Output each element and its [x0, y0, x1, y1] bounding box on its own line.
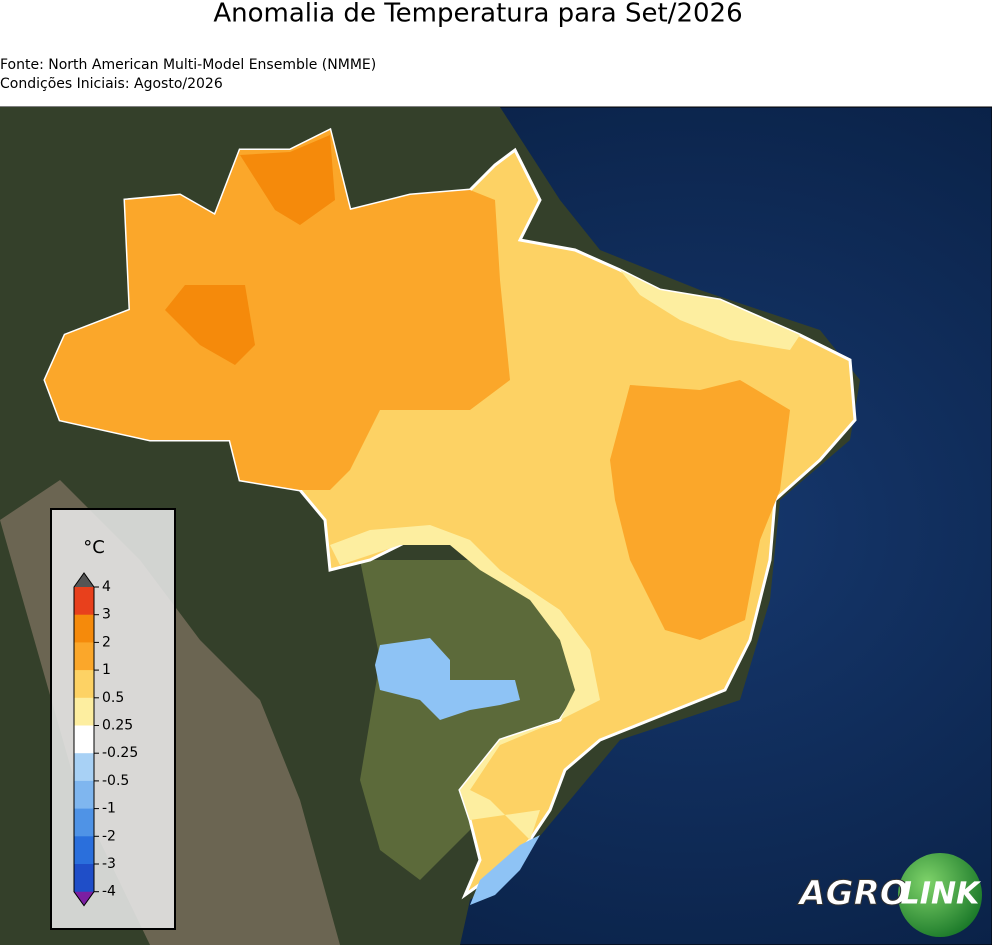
- legend-swatch: [74, 587, 94, 616]
- legend-tick-label: -4: [102, 884, 116, 900]
- legend-swatch: [74, 697, 94, 726]
- legend-tick-label: 2: [102, 634, 111, 650]
- legend-tick-label: 3: [102, 607, 111, 623]
- legend-swatch: [74, 836, 94, 865]
- logo-ball: [898, 853, 982, 937]
- legend-tick-label: 0.25: [102, 718, 133, 734]
- legend-box: [50, 508, 176, 930]
- legend-swatch: [74, 808, 94, 837]
- anomaly-05: [620, 270, 800, 350]
- pampa: [360, 560, 580, 880]
- initial-conditions: Condições Iniciais: Agosto/2026: [0, 76, 223, 92]
- legend-under: [74, 891, 94, 906]
- legend-swatch: [74, 670, 94, 699]
- anomaly-neg05: [375, 638, 520, 720]
- anomaly-2: [610, 380, 790, 640]
- anomaly-neg05: [470, 835, 540, 905]
- legend-swatch: [74, 614, 94, 643]
- source: Fonte: North American Multi-Model Ensemb…: [0, 57, 376, 73]
- legend-over: [74, 573, 94, 587]
- legend-tick-label: -0.25: [102, 745, 138, 761]
- anomaly-05: [330, 525, 600, 840]
- legend-tick-label: 0.5: [102, 690, 124, 706]
- legend-swatch: [74, 725, 94, 754]
- legend-tick-label: -0.5: [102, 773, 129, 789]
- legend-tick-label: 1: [102, 662, 111, 678]
- legend-tick-label: 4: [102, 579, 111, 595]
- legend-swatch: [74, 864, 94, 893]
- logo-right: LINK: [901, 877, 982, 912]
- legend-tick-label: -3: [102, 856, 116, 872]
- title: Anomalia de Temperatura para Set/2026: [213, 0, 742, 29]
- logo: AGRO LINK: [796, 853, 982, 937]
- legend-swatch: [74, 753, 94, 782]
- logo-left: AGRO: [796, 874, 908, 914]
- legend-tick-label: -1: [102, 801, 116, 817]
- legend: °C 4 3 2 1 0.5 0.25 -0.25 -0.5 -1 -2 -3 -4: [50, 508, 176, 930]
- anomaly-2: [45, 130, 510, 490]
- anomaly-3: [165, 285, 255, 365]
- anomaly-3: [240, 135, 335, 225]
- legend-swatch: [74, 780, 94, 810]
- legend-swatch: [74, 642, 94, 671]
- legend-unit: °C: [83, 537, 105, 558]
- legend-tick-label: -2: [102, 828, 116, 844]
